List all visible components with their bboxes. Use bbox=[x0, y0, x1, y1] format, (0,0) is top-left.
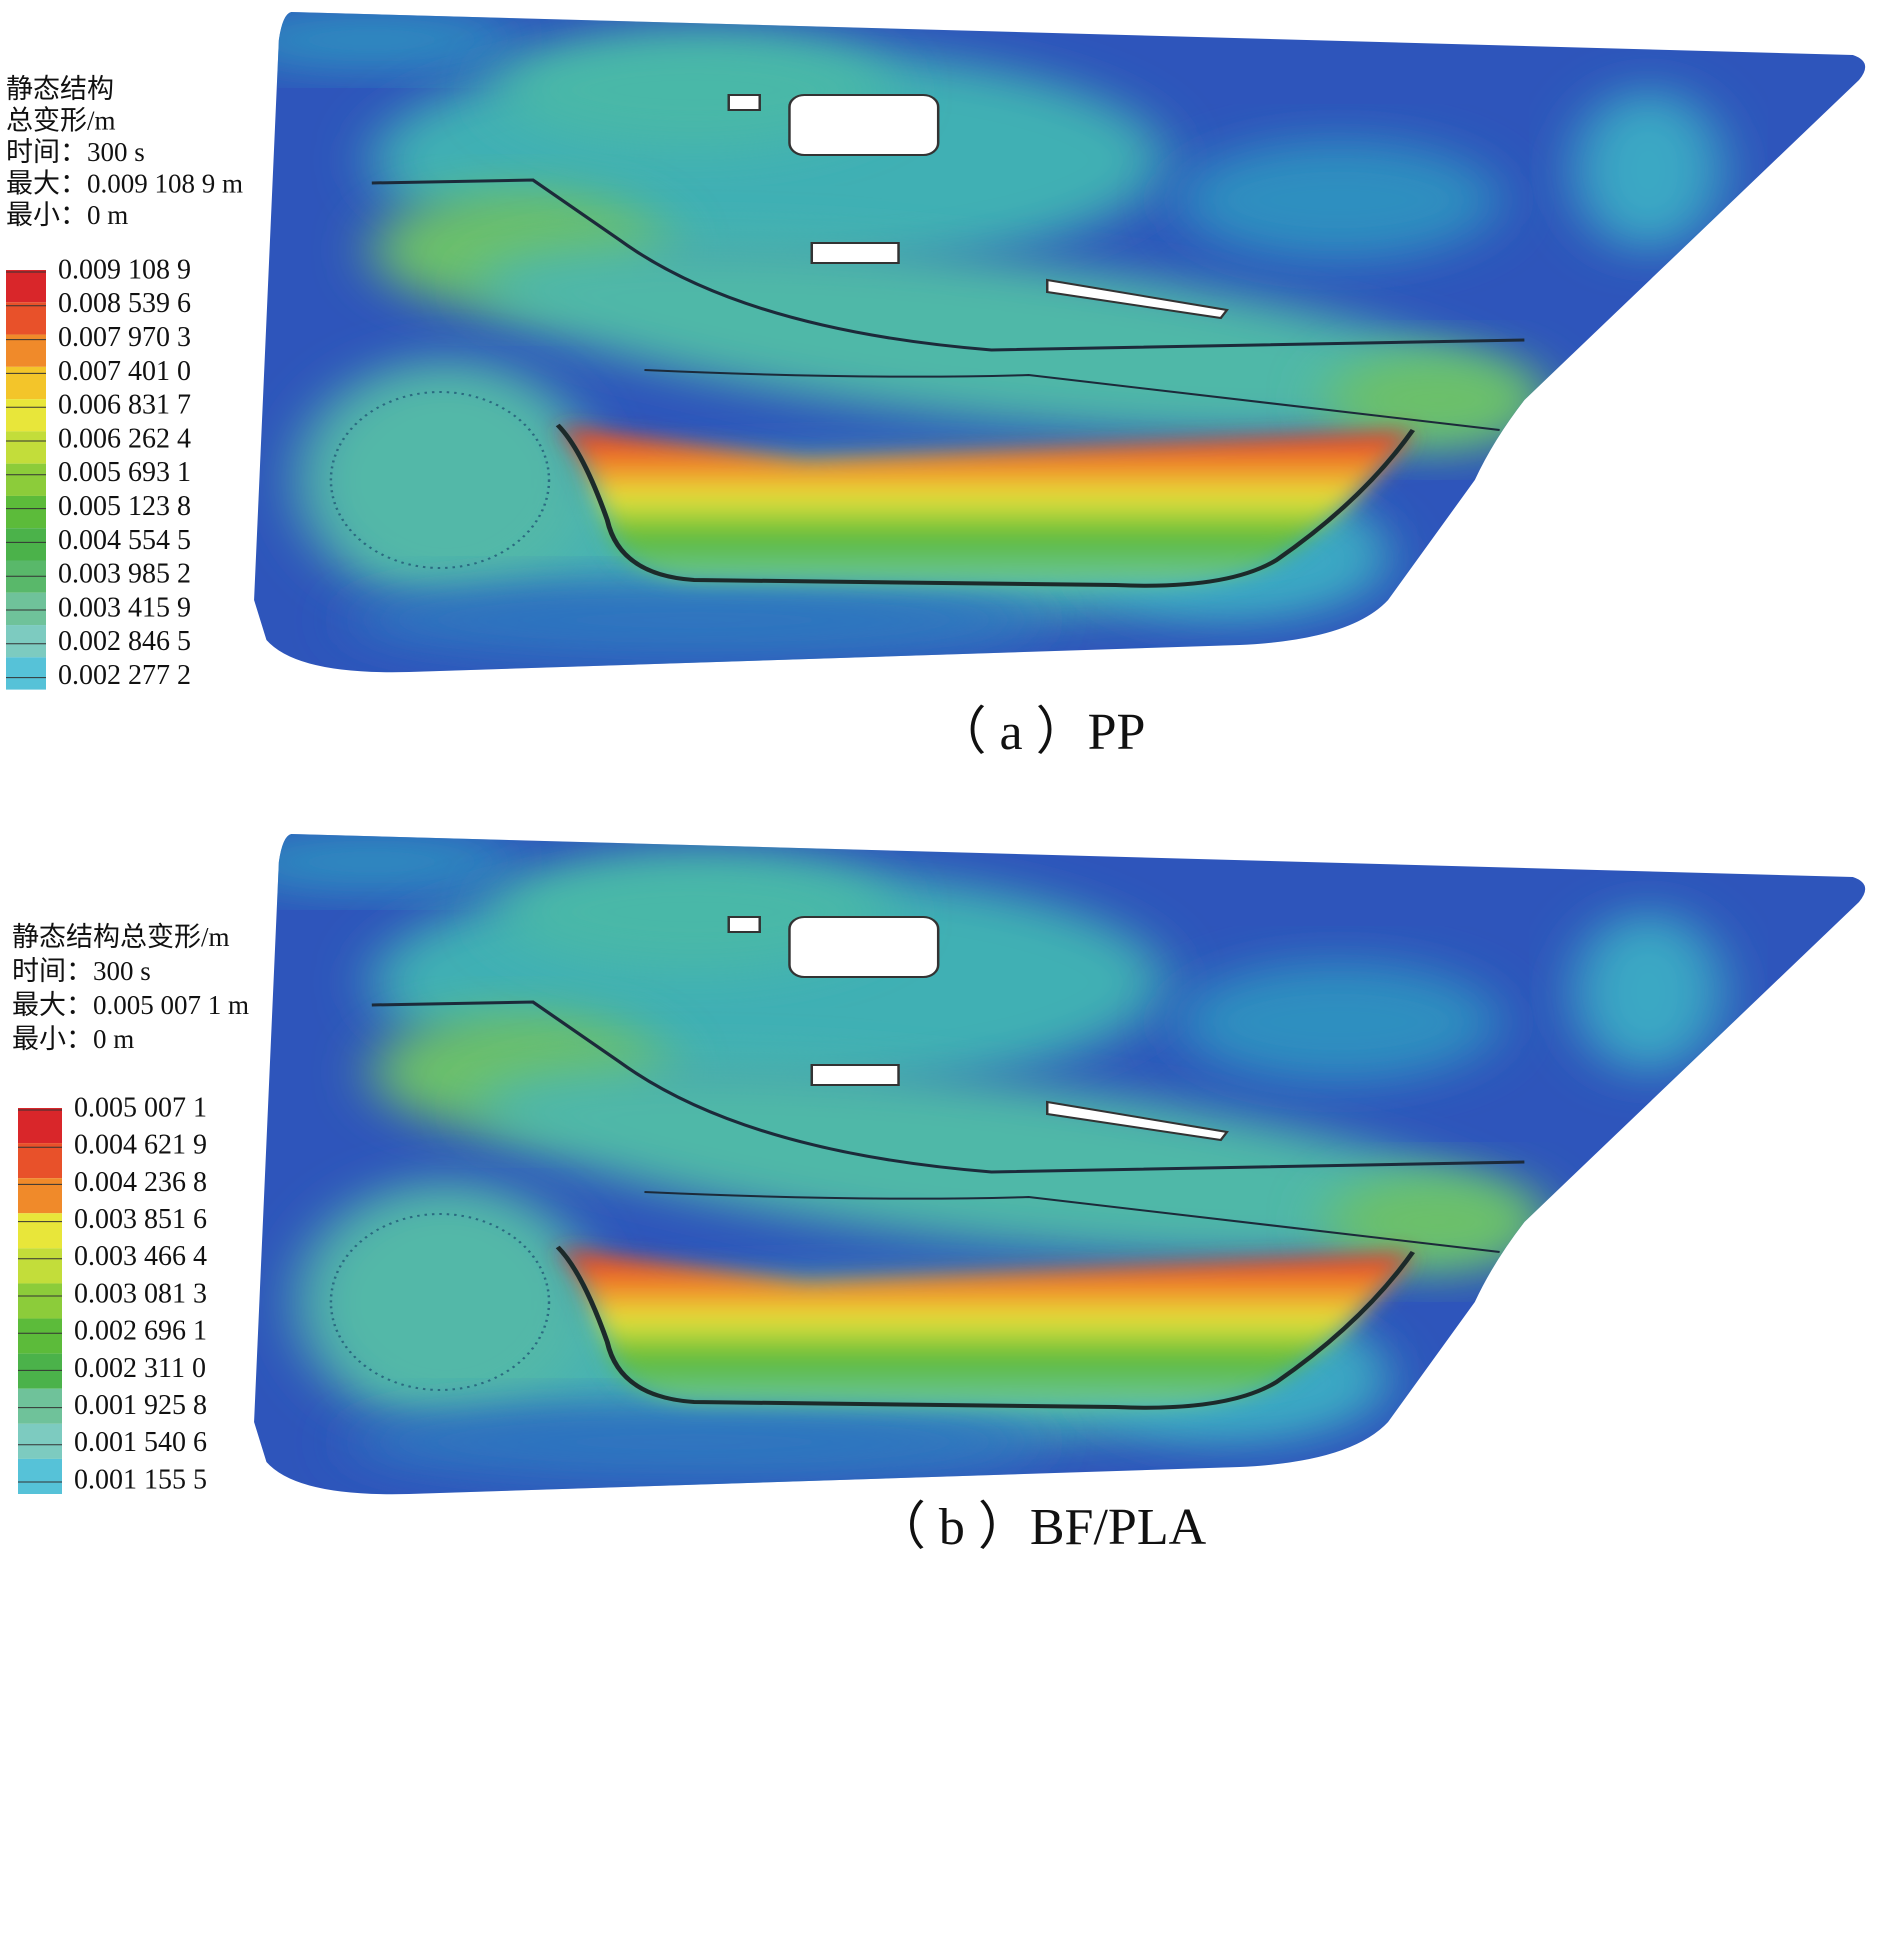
legend-level: 0.001 540 6 bbox=[74, 1427, 207, 1458]
legend-swatch bbox=[18, 1108, 62, 1144]
opening bbox=[1046, 1100, 1229, 1142]
legend-level: 0.002 311 0 bbox=[74, 1353, 206, 1384]
legend-header: 总变形/m bbox=[6, 106, 116, 136]
legend-swatch bbox=[6, 399, 46, 432]
legend-level: 0.006 831 7 bbox=[58, 390, 191, 421]
contour-region bbox=[1573, 90, 1723, 250]
caption: （ a ）PP bbox=[935, 704, 1146, 761]
legend-swatch bbox=[18, 1178, 62, 1214]
legend-header: 时间：300 s bbox=[6, 137, 145, 167]
pocket-edge bbox=[555, 1245, 1416, 1410]
legend-level: 0.003 985 2 bbox=[58, 559, 191, 590]
legend-level: 0.003 081 3 bbox=[74, 1278, 207, 1309]
contour-region bbox=[475, 1063, 1508, 1261]
contour-region bbox=[254, 834, 521, 892]
legend-level: 0.007 970 3 bbox=[58, 322, 191, 353]
legend-level: 0.003 466 4 bbox=[74, 1241, 207, 1272]
legend-swatch bbox=[18, 1248, 62, 1284]
handle-opening bbox=[788, 916, 940, 978]
handle-opening bbox=[788, 94, 940, 156]
trim-line bbox=[371, 178, 1525, 352]
opening bbox=[727, 916, 761, 933]
legend-level: 0.001 925 8 bbox=[74, 1390, 207, 1421]
legend-level: 0.005 007 1 bbox=[74, 1092, 207, 1123]
opening bbox=[810, 242, 900, 264]
legend-swatch bbox=[18, 1388, 62, 1424]
legend-level: 0.006 262 4 bbox=[58, 423, 191, 454]
legend-swatch bbox=[6, 302, 46, 335]
contour-region bbox=[347, 1402, 1042, 1482]
legend-header: 时间：300 s bbox=[12, 956, 151, 986]
speaker bbox=[329, 391, 551, 569]
legend-level: 0.003 415 9 bbox=[58, 592, 191, 623]
legend-swatch bbox=[18, 1458, 62, 1494]
legend-level: 0.004 621 9 bbox=[74, 1130, 207, 1161]
legend-header: 最小：0 m bbox=[6, 200, 128, 230]
legend-level: 0.005 693 1 bbox=[58, 457, 191, 488]
legend-swatch bbox=[6, 463, 46, 496]
legend-level: 0.007 401 0 bbox=[58, 356, 191, 387]
legend-swatch bbox=[6, 625, 46, 658]
legend-header: 最大：0.005 007 1 m bbox=[12, 990, 249, 1020]
legend-level: 0.005 123 8 bbox=[58, 491, 191, 522]
contour-region bbox=[347, 580, 1042, 660]
legend-swatch bbox=[6, 592, 46, 626]
pocket bbox=[557, 425, 1413, 586]
trim-line bbox=[371, 1000, 1525, 1174]
opening bbox=[1046, 278, 1229, 320]
legend-swatch bbox=[6, 270, 46, 303]
contour-region bbox=[1177, 962, 1500, 1082]
legend-header: 静态结构 bbox=[6, 74, 114, 104]
legend-swatch bbox=[18, 1353, 62, 1389]
contour-region bbox=[1326, 350, 1550, 450]
legend-level: 0.003 851 6 bbox=[74, 1204, 207, 1235]
contour-region bbox=[475, 241, 1508, 439]
legend-level: 0.004 554 5 bbox=[58, 525, 191, 556]
legend-level: 0.002 846 5 bbox=[58, 626, 191, 657]
legend-swatch bbox=[6, 366, 46, 400]
pocket-edge bbox=[555, 423, 1416, 588]
legend-header: 最小：0 m bbox=[12, 1024, 134, 1054]
door-plot bbox=[254, 12, 1866, 673]
legend-swatch bbox=[18, 1318, 62, 1354]
legend-level: 0.004 236 8 bbox=[74, 1167, 207, 1198]
caption: （ b ）BF/PLA bbox=[874, 1499, 1207, 1556]
legend-header: 最大：0.009 108 9 m bbox=[6, 169, 243, 199]
legend-level: 0.009 108 9 bbox=[58, 254, 191, 285]
legend-header: 静态结构总变形/m bbox=[12, 922, 230, 952]
legend-swatch bbox=[18, 1283, 62, 1319]
trim-line bbox=[644, 369, 1500, 431]
legend-swatch bbox=[18, 1423, 62, 1459]
trim-line bbox=[644, 1191, 1500, 1253]
legend-level: 0.002 277 2 bbox=[58, 660, 191, 691]
opening bbox=[810, 1064, 900, 1086]
contour-region bbox=[1573, 912, 1723, 1072]
legend-swatch bbox=[6, 431, 46, 464]
legend-level: 0.008 539 6 bbox=[58, 288, 191, 319]
door-plot bbox=[254, 834, 1866, 1495]
contour-region bbox=[254, 12, 521, 70]
legend-swatch bbox=[18, 1143, 62, 1179]
legend: 静态结构总变形/m 时间：300 s 最大：0.005 007 1 m 最小：0 m 0… bbox=[12, 922, 249, 1495]
pocket bbox=[557, 1247, 1413, 1408]
contour-region bbox=[1326, 1172, 1550, 1272]
legend: 静态结构总变形/m时间：300 s最大：0.009 108 9 m最小：0 m 0… bbox=[6, 74, 243, 691]
contour-field bbox=[254, 12, 1723, 660]
legend-swatch bbox=[6, 495, 46, 529]
legend-level: 0.002 696 1 bbox=[74, 1316, 207, 1347]
legend-swatch bbox=[18, 1213, 62, 1249]
contour-region bbox=[1177, 140, 1500, 260]
legend-swatch bbox=[6, 657, 46, 690]
opening bbox=[727, 94, 761, 111]
legend-level: 0.001 155 5 bbox=[74, 1464, 207, 1495]
legend-swatch bbox=[6, 528, 46, 561]
speaker bbox=[329, 1213, 551, 1391]
